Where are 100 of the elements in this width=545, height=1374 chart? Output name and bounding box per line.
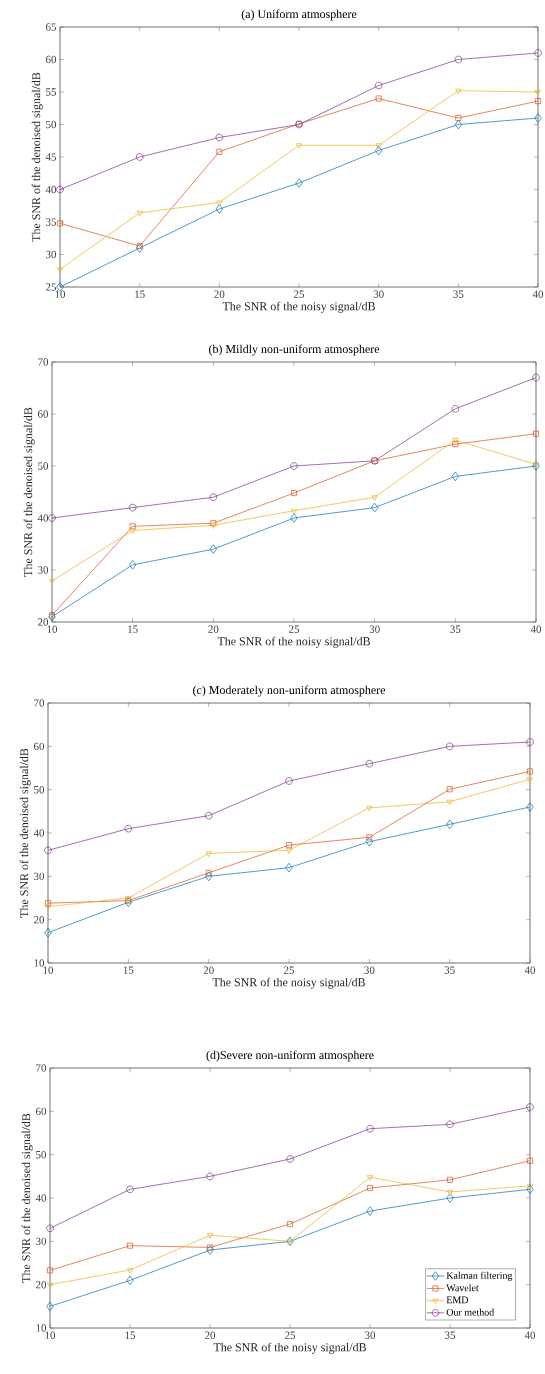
y-tick-label: 40 — [33, 829, 45, 837]
x-tick-label: 25 — [285, 1331, 296, 1339]
point — [452, 438, 459, 444]
y-tick-label: 65 — [45, 23, 57, 31]
point — [286, 1155, 294, 1163]
point — [47, 1267, 53, 1274]
y-tick-label: 60 — [35, 1107, 47, 1116]
x-tick-label: 20 — [205, 1331, 216, 1339]
point — [532, 373, 540, 382]
y-tick-label: 10 — [36, 1324, 47, 1332]
point — [446, 786, 453, 793]
x-tick-label: 40 — [524, 966, 536, 974]
point — [285, 777, 293, 785]
y-tick-label: 30 — [36, 1237, 47, 1246]
y-tick-label: 70 — [34, 699, 45, 707]
x-tick-label: 25 — [289, 625, 300, 633]
point — [56, 185, 64, 194]
x-tick-label: 15 — [125, 1331, 136, 1339]
point — [48, 578, 56, 585]
point — [446, 1120, 454, 1129]
point — [374, 81, 383, 90]
y-tick-label: 60 — [33, 742, 45, 751]
x-tick-label: 10 — [55, 290, 66, 298]
point — [445, 742, 454, 751]
point — [124, 824, 133, 833]
y-axis-title: The SNR of the denoised signal/dB — [23, 407, 35, 577]
point — [124, 897, 132, 908]
x-tick-label: 40 — [532, 290, 544, 298]
y-axis-title: The SNR of the denoised signal/dB — [31, 72, 43, 242]
point — [46, 1224, 54, 1233]
point — [216, 148, 223, 155]
point — [526, 777, 534, 783]
point — [287, 1221, 293, 1227]
y-tick-label: 70 — [38, 358, 49, 366]
point — [215, 133, 224, 142]
point — [291, 490, 297, 496]
point — [527, 1157, 533, 1164]
x-tick-label: 30 — [365, 1331, 376, 1339]
point — [446, 1193, 454, 1203]
chart-title: (b) Mildly non-uniform atmosphere — [209, 344, 380, 356]
line-series — [57, 95, 541, 249]
line-series — [49, 430, 539, 619]
point — [455, 88, 462, 95]
point — [129, 560, 137, 570]
point — [209, 544, 217, 554]
point — [204, 811, 213, 820]
x-axis-title: The SNR of the noisy signal/dB — [222, 301, 375, 313]
x-tick-label: 35 — [453, 290, 464, 298]
point — [371, 502, 379, 513]
x-tick-label: 20 — [203, 966, 214, 974]
legend-label: Kalman filtering — [446, 1271, 513, 1281]
point — [46, 1301, 54, 1312]
point — [206, 1245, 214, 1255]
chart-title: (c) Moderately non-uniform atmosphere — [193, 685, 386, 697]
point — [533, 430, 539, 437]
point — [454, 55, 463, 64]
point — [367, 1185, 373, 1191]
point — [447, 1176, 453, 1183]
point — [206, 1233, 214, 1239]
x-tick-label: 15 — [123, 966, 134, 974]
point — [534, 113, 542, 123]
point — [290, 462, 298, 470]
point — [366, 1206, 374, 1216]
point — [205, 851, 212, 857]
y-tick-label: 10 — [34, 959, 45, 967]
x-tick-label: 25 — [284, 966, 295, 974]
point — [534, 49, 542, 57]
point — [136, 243, 143, 249]
point — [126, 1268, 134, 1274]
point — [295, 143, 303, 149]
point — [365, 836, 373, 847]
y-tick-label: 20 — [38, 618, 49, 626]
point — [290, 513, 298, 523]
point — [375, 95, 382, 102]
point — [205, 869, 212, 876]
point — [366, 805, 373, 812]
point — [526, 802, 534, 812]
point — [454, 119, 462, 130]
x-tick-label: 25 — [294, 290, 305, 298]
y-tick-label: 40 — [45, 185, 57, 194]
x-tick-label: 40 — [524, 1331, 536, 1339]
point — [209, 493, 218, 501]
y-tick-label: 20 — [36, 1280, 47, 1289]
point — [56, 267, 64, 273]
point — [57, 220, 63, 227]
y-tick-label: 20 — [34, 915, 45, 924]
y-tick-label: 30 — [46, 250, 57, 259]
y-tick-label: 45 — [45, 153, 57, 161]
point — [366, 1124, 374, 1133]
point — [527, 768, 533, 775]
point — [295, 178, 303, 188]
x-tick-label: 35 — [445, 1331, 456, 1339]
point — [126, 1275, 134, 1286]
point — [526, 1103, 534, 1111]
point — [375, 143, 382, 149]
point — [135, 153, 144, 161]
point — [452, 441, 459, 448]
point — [365, 759, 374, 768]
point — [290, 508, 298, 515]
legend-label: EMD — [446, 1296, 469, 1304]
